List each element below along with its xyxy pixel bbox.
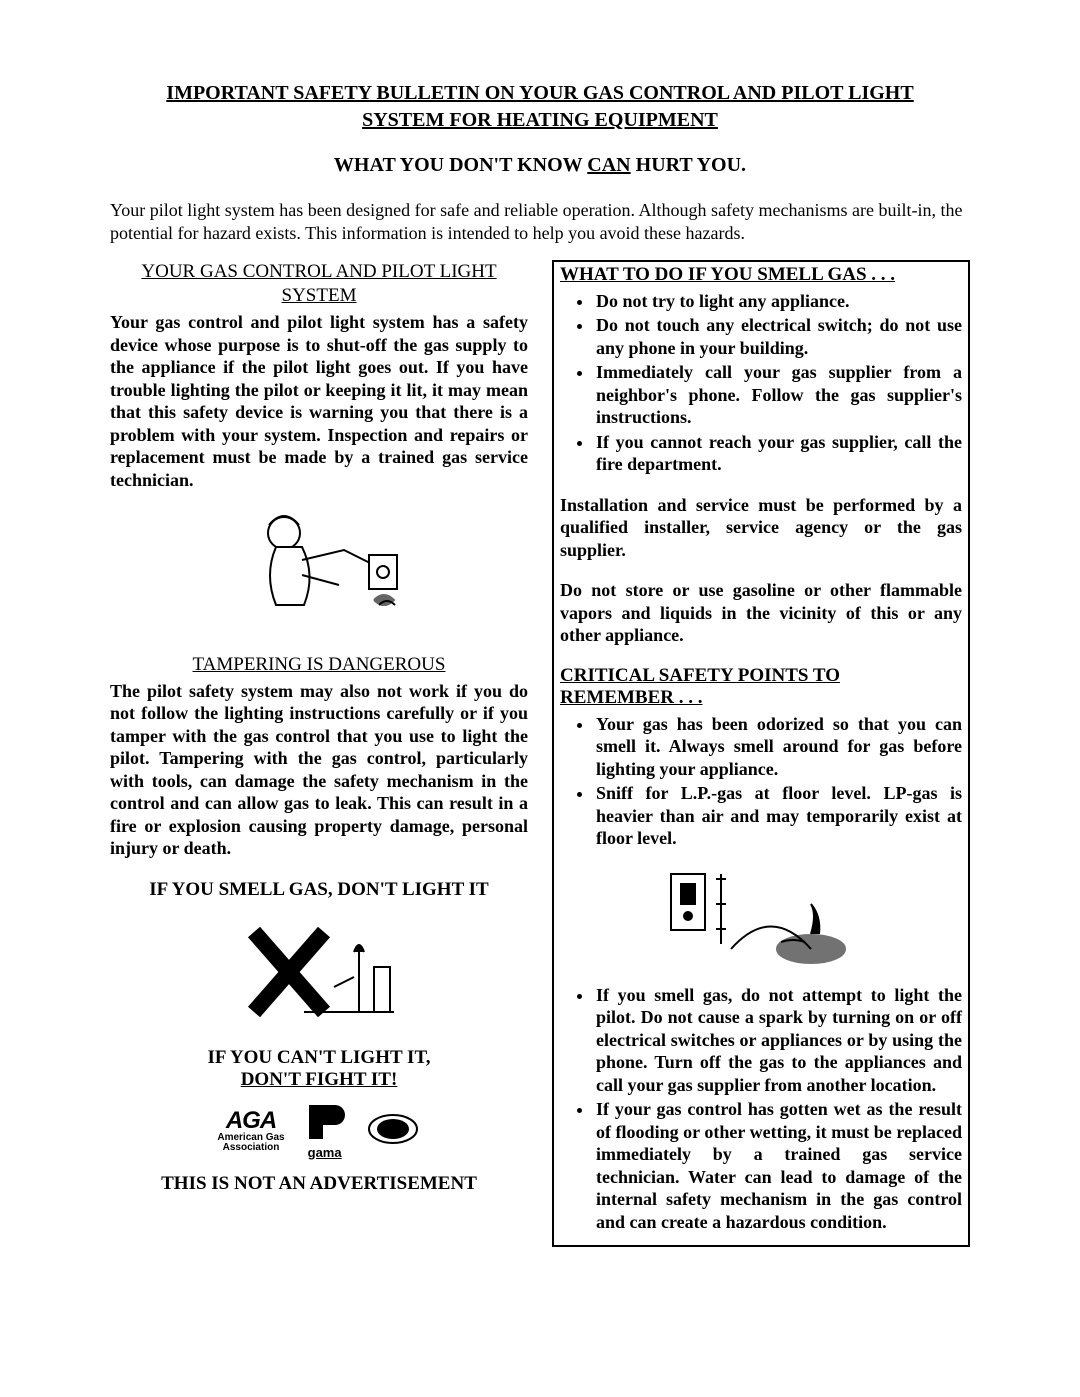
technician-illustration-icon: [224, 505, 414, 635]
subtitle-pre: WHAT YOU DON'T KNOW: [334, 154, 587, 176]
gama-logo-text: gama: [303, 1146, 347, 1159]
switch-flame-illustration-icon: [661, 864, 861, 974]
aga-logo-icon: AGA American Gas Association: [217, 1109, 284, 1153]
subtitle-post: HURT YOU.: [631, 154, 746, 176]
list-item: Do not touch any electrical switch; do n…: [594, 314, 962, 359]
logo-row: AGA American Gas Association gama: [110, 1103, 528, 1159]
aga-logo-sub2: Association: [217, 1143, 284, 1153]
smell-gas-list: Do not try to light any appliance. Do no…: [560, 290, 962, 476]
right-column: WHAT TO DO IF YOU SMELL GAS . . . Do not…: [552, 260, 970, 1248]
section1-heading: YOUR GAS CONTROL AND PILOT LIGHT SYSTEM: [110, 260, 528, 309]
title-block: IMPORTANT SAFETY BULLETIN ON YOUR GAS CO…: [110, 80, 970, 134]
two-column-layout: YOUR GAS CONTROL AND PILOT LIGHT SYSTEM …: [110, 260, 970, 1248]
subtitle: WHAT YOU DON'T KNOW CAN HURT YOU.: [110, 154, 970, 177]
critical-heading-l2: REMEMBER . . .: [560, 687, 703, 708]
subtitle-can: CAN: [587, 154, 630, 176]
critical-list-top: Your gas has been odorized so that you c…: [560, 713, 962, 850]
right-box: WHAT TO DO IF YOU SMELL GAS . . . Do not…: [552, 260, 970, 1248]
critical-list-bottom: If you smell gas, do not attempt to ligh…: [560, 984, 962, 1234]
list-item: Immediately call your gas supplier from …: [594, 361, 962, 429]
install-paragraph: Installation and service must be perform…: [560, 494, 962, 562]
list-item: Do not try to light any appliance.: [594, 290, 962, 313]
section1-heading-l1: YOUR GAS CONTROL AND PILOT LIGHT: [141, 261, 496, 282]
intro-paragraph: Your pilot light system has been designe…: [110, 199, 970, 246]
dont-fight-l2: DON'T FIGHT IT!: [110, 1069, 528, 1091]
list-item: Your gas has been odorized so that you c…: [594, 713, 962, 781]
list-item: Sniff for L.P.-gas at floor level. LP-ga…: [594, 782, 962, 850]
critical-heading: CRITICAL SAFETY POINTS TO REMEMBER . . .: [560, 665, 962, 709]
store-paragraph: Do not store or use gasoline or other fl…: [560, 579, 962, 647]
section2-heading: TAMPERING IS DANGEROUS: [110, 653, 528, 678]
section1-body: Your gas control and pilot light system …: [110, 311, 528, 491]
title-line-2: SYSTEM FOR HEATING EQUIPMENT: [110, 107, 970, 134]
list-item: If your gas control has gotten wet as th…: [594, 1098, 962, 1233]
not-advertisement: THIS IS NOT AN ADVERTISEMENT: [110, 1173, 528, 1195]
section2-body: The pilot safety system may also not wor…: [110, 680, 528, 860]
list-item: If you cannot reach your gas supplier, c…: [594, 431, 962, 476]
gama-logo-icon: gama: [303, 1103, 347, 1159]
title-line-1: IMPORTANT SAFETY BULLETIN ON YOUR GAS CO…: [110, 80, 970, 107]
smell-gas-heading: WHAT TO DO IF YOU SMELL GAS . . .: [560, 264, 962, 286]
nlpa-logo-icon: [365, 1107, 421, 1154]
section1-heading-l2: SYSTEM: [282, 285, 357, 306]
critical-heading-l1: CRITICAL SAFETY POINTS TO: [560, 665, 840, 686]
left-column: YOUR GAS CONTROL AND PILOT LIGHT SYSTEM …: [110, 260, 528, 1248]
list-item: If you smell gas, do not attempt to ligh…: [594, 984, 962, 1097]
dont-fight-l1: IF YOU CAN'T LIGHT IT,: [110, 1047, 528, 1069]
dont-fight-block: IF YOU CAN'T LIGHT IT, DON'T FIGHT IT!: [110, 1047, 528, 1091]
aga-logo-text: AGA: [217, 1109, 284, 1133]
section3-heading: IF YOU SMELL GAS, DON'T LIGHT IT: [110, 878, 528, 903]
no-light-illustration-icon: [234, 917, 404, 1037]
